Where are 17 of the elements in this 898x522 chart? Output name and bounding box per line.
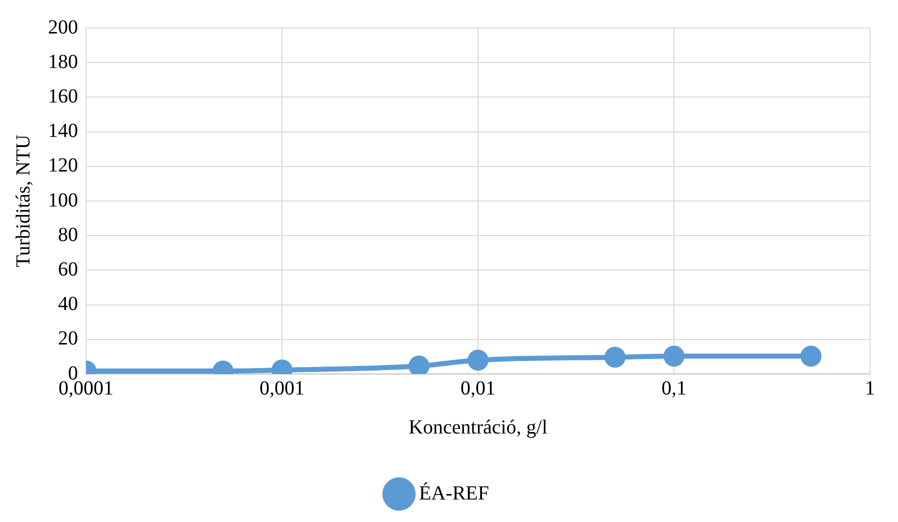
x-tick-label: 0,1 <box>662 377 686 400</box>
x-axis-title: Koncentráció, g/l <box>408 416 548 438</box>
y-tick-label: 120 <box>48 154 78 177</box>
y-tick-label: 80 <box>58 224 78 246</box>
y-tick-label: 200 <box>48 16 78 38</box>
y-axis-title: Turbiditás, NTU <box>12 134 34 268</box>
y-tick-label: 60 <box>58 258 78 280</box>
x-tick-label: 0,01 <box>460 377 496 400</box>
legend-label: ÉA-REF <box>419 481 489 504</box>
y-tick-label: 180 <box>48 50 78 73</box>
y-tick-label: 40 <box>58 293 78 316</box>
x-tick-label: 0,001 <box>260 377 304 400</box>
y-tick-label: 140 <box>48 120 78 142</box>
y-tick-label: 20 <box>58 328 78 350</box>
y-tick-label: 100 <box>48 189 78 212</box>
x-tick-label: 1 <box>865 377 875 400</box>
y-tick-label: 160 <box>48 85 78 108</box>
